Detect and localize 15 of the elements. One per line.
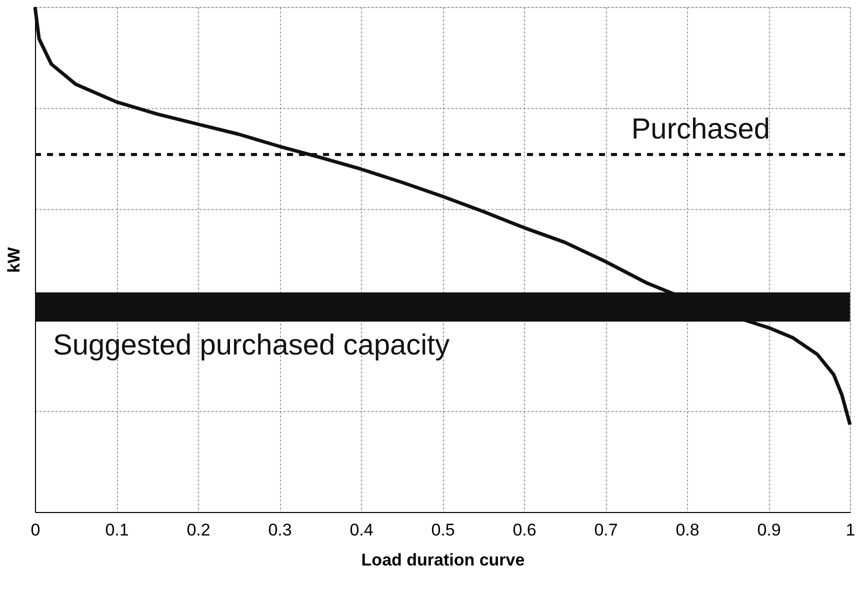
x-tick-label: 0.9 bbox=[757, 520, 781, 540]
ref-line-label: Purchased bbox=[631, 113, 770, 146]
x-tick-label: 0.5 bbox=[431, 520, 455, 540]
x-tick-label: 0.4 bbox=[350, 520, 374, 540]
x-tick-label: 0.6 bbox=[512, 520, 536, 540]
x-tick-label: 0.7 bbox=[594, 520, 618, 540]
x-tick-label: 0 bbox=[30, 520, 40, 540]
x-tick-label: 0.3 bbox=[268, 520, 292, 540]
x-tick-label: 0.2 bbox=[186, 520, 210, 540]
x-tick-label: 0.8 bbox=[676, 520, 700, 540]
x-tick-label: 1 bbox=[846, 520, 856, 540]
band-label: Suggested purchased capacity bbox=[53, 330, 450, 362]
x-tick-label: 0.1 bbox=[105, 520, 129, 540]
y-axis-title: kW bbox=[4, 246, 24, 273]
x-axis-title: Load duration curve bbox=[361, 550, 525, 570]
